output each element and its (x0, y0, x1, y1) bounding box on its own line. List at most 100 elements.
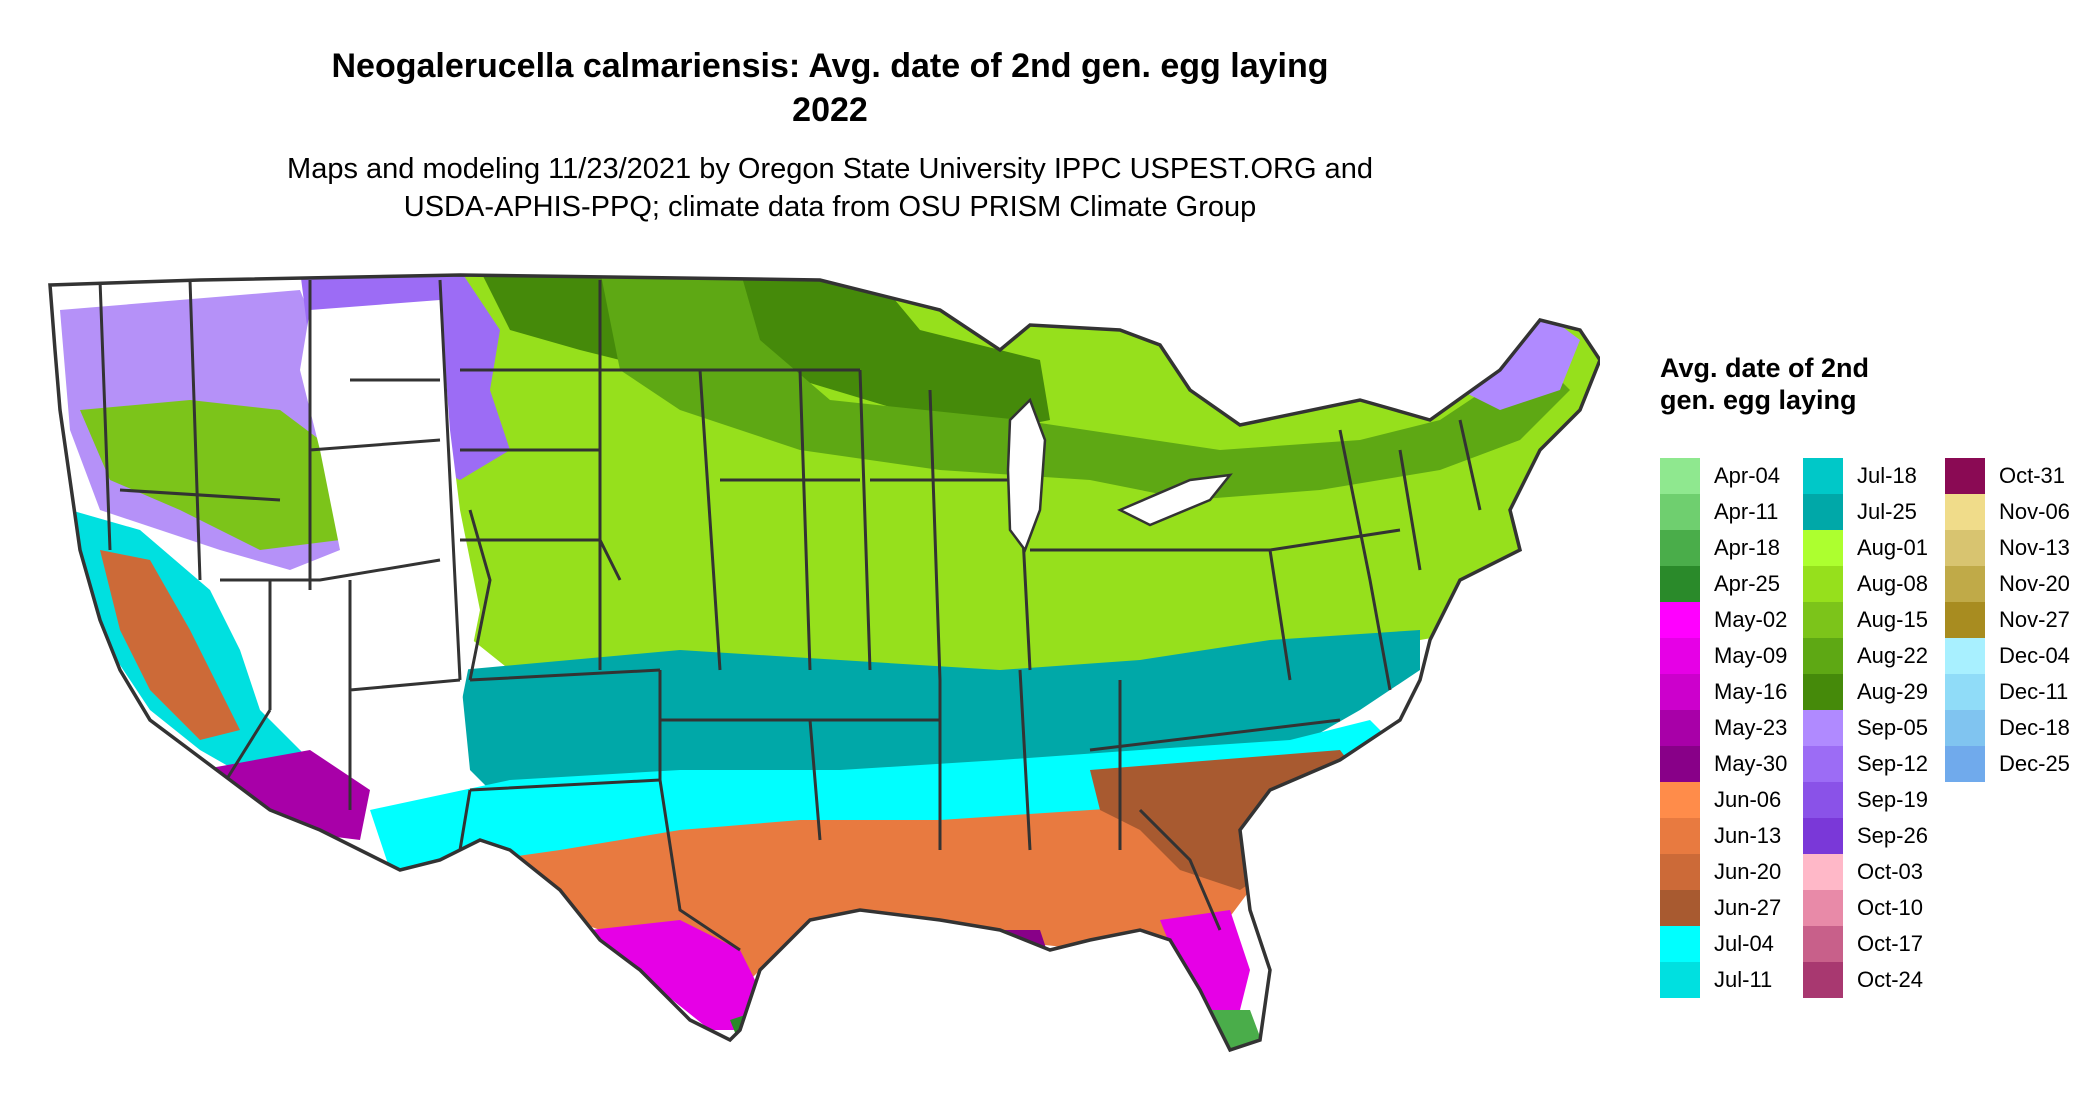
legend-swatch (1803, 710, 1843, 746)
legend-label: Apr-25 (1714, 571, 1781, 596)
legend-swatch (1945, 494, 1985, 530)
lake-michigan (1006, 397, 1047, 553)
legend-item: Aug-22 (1803, 638, 1953, 674)
legend-swatch (1660, 566, 1700, 602)
legend-label: Oct-24 (1857, 967, 1924, 992)
legend-item: Aug-15 (1803, 602, 1953, 638)
legend-swatch (1945, 530, 1985, 566)
legend-item: Aug-08 (1803, 566, 1953, 602)
legend-label: Sep-05 (1857, 715, 1928, 740)
legend-swatch (1803, 494, 1843, 530)
legend-label: Aug-01 (1857, 535, 1928, 560)
legend-swatch (1803, 458, 1843, 494)
legend-swatch (1945, 458, 1985, 494)
legend-label: Jul-18 (1857, 463, 1917, 488)
legend-swatch (1660, 818, 1700, 854)
legend-swatch (1660, 674, 1700, 710)
map-title-line-2: 2022 (792, 91, 868, 129)
map-region-west-green (80, 400, 360, 550)
legend-swatch (1945, 746, 1985, 782)
map-region-magenta-florida (1160, 910, 1250, 1010)
legend-swatch (1803, 602, 1843, 638)
legend-swatch (1660, 458, 1700, 494)
state-border-west-1 (98, 279, 462, 681)
legend-item: Jul-25 (1803, 494, 1953, 530)
legend-item: Apr-04 (1660, 458, 1810, 494)
legend-label: Oct-03 (1857, 859, 1924, 884)
legend-swatch (1660, 746, 1700, 782)
legend-item: Oct-31 (1945, 458, 2095, 494)
legend-label: Jul-11 (1714, 967, 1773, 992)
legend-swatch (1660, 494, 1700, 530)
us-map (48, 273, 1600, 1053)
legend-item: Jun-13 (1660, 818, 1810, 854)
legend-label: Oct-17 (1857, 931, 1924, 956)
legend-label: Dec-18 (1999, 715, 2070, 740)
legend-column-1: Apr-04 Apr-11 Apr-18 Apr-25 May-02 May-09 May-… (1660, 458, 1810, 998)
legend-item: Jun-20 (1660, 854, 1810, 890)
legend-title: Avg. date of 2nd gen. egg laying (1660, 353, 1870, 415)
legend-swatch (1660, 926, 1700, 962)
legend-item: Jun-27 (1660, 890, 1810, 926)
legend-item: Apr-25 (1660, 566, 1810, 602)
us-outline (48, 273, 1600, 1053)
legend-swatch (1945, 638, 1985, 674)
state-border-west-2 (119, 488, 461, 810)
legend-swatch (1803, 818, 1843, 854)
legend-swatch (1803, 530, 1843, 566)
legend-swatch (1945, 566, 1985, 602)
legend-column-2: Jul-18 Jul-25 Aug-01 Aug-08 Aug-15 Aug-22 Aug-… (1803, 458, 1953, 998)
legend-label: Apr-04 (1714, 463, 1781, 488)
legend-swatch (1803, 854, 1843, 890)
legend-item: Sep-19 (1803, 782, 1953, 818)
legend-label: Aug-22 (1857, 643, 1928, 668)
legend-item: May-23 (1660, 710, 1810, 746)
legend-item: Jul-04 (1660, 926, 1810, 962)
legend-swatch (1803, 926, 1843, 962)
map-title: Neogalerucella calmariensis: Avg. date o… (190, 44, 1470, 132)
legend-label: Apr-11 (1714, 499, 1779, 524)
legend-item: May-30 (1660, 746, 1810, 782)
map-region-arizona-purple (200, 750, 370, 840)
legend-item: Nov-27 (1945, 602, 2095, 638)
legend-label: Dec-11 (1999, 679, 2069, 704)
legend-label: Nov-13 (1999, 535, 2070, 560)
legend-swatch (1945, 674, 1985, 710)
map-region-mid-green (600, 275, 1570, 500)
legend-swatch (1803, 638, 1843, 674)
legend-item: Dec-25 (1945, 746, 2095, 782)
legend-item: Jul-18 (1803, 458, 1953, 494)
legend-item: Aug-01 (1803, 530, 1953, 566)
state-border-plains (460, 280, 661, 682)
legend-item: Dec-18 (1945, 710, 2095, 746)
legend-swatch (1803, 890, 1843, 926)
legend-label: Nov-27 (1999, 607, 2070, 632)
legend-item: Nov-20 (1945, 566, 2095, 602)
map-region-mountain-white (300, 300, 480, 750)
map-subtitle: Maps and modeling 11/23/2021 by Oregon S… (190, 150, 1470, 226)
legend-label: Jun-20 (1714, 859, 1782, 884)
legend-item: May-09 (1660, 638, 1810, 674)
legend-item: Oct-17 (1803, 926, 1953, 962)
legend-swatch (1945, 602, 1985, 638)
map-subtitle-line-1: Maps and modeling 11/23/2021 by Oregon S… (287, 153, 1373, 185)
legend-swatch (1660, 530, 1700, 566)
legend-swatch (1660, 782, 1700, 818)
legend-item: Sep-26 (1803, 818, 1953, 854)
legend-swatch (1660, 890, 1700, 926)
legend-swatch (1945, 710, 1985, 746)
legend-item: May-02 (1660, 602, 1810, 638)
legend-item: Aug-29 (1803, 674, 1953, 710)
legend-item: Apr-18 (1660, 530, 1810, 566)
legend-label: Aug-08 (1857, 571, 1928, 596)
legend-label: May-16 (1714, 679, 1788, 704)
legend-label: Dec-04 (1999, 643, 2070, 668)
legend-item: May-16 (1660, 674, 1810, 710)
legend-label: Sep-26 (1857, 823, 1928, 848)
legend-label: Jun-13 (1714, 823, 1782, 848)
state-border-northeast (1268, 419, 1482, 691)
legend-label: Aug-29 (1857, 679, 1928, 704)
legend-swatch (1803, 746, 1843, 782)
legend-swatch (1803, 674, 1843, 710)
legend-label: Jun-27 (1714, 895, 1782, 920)
